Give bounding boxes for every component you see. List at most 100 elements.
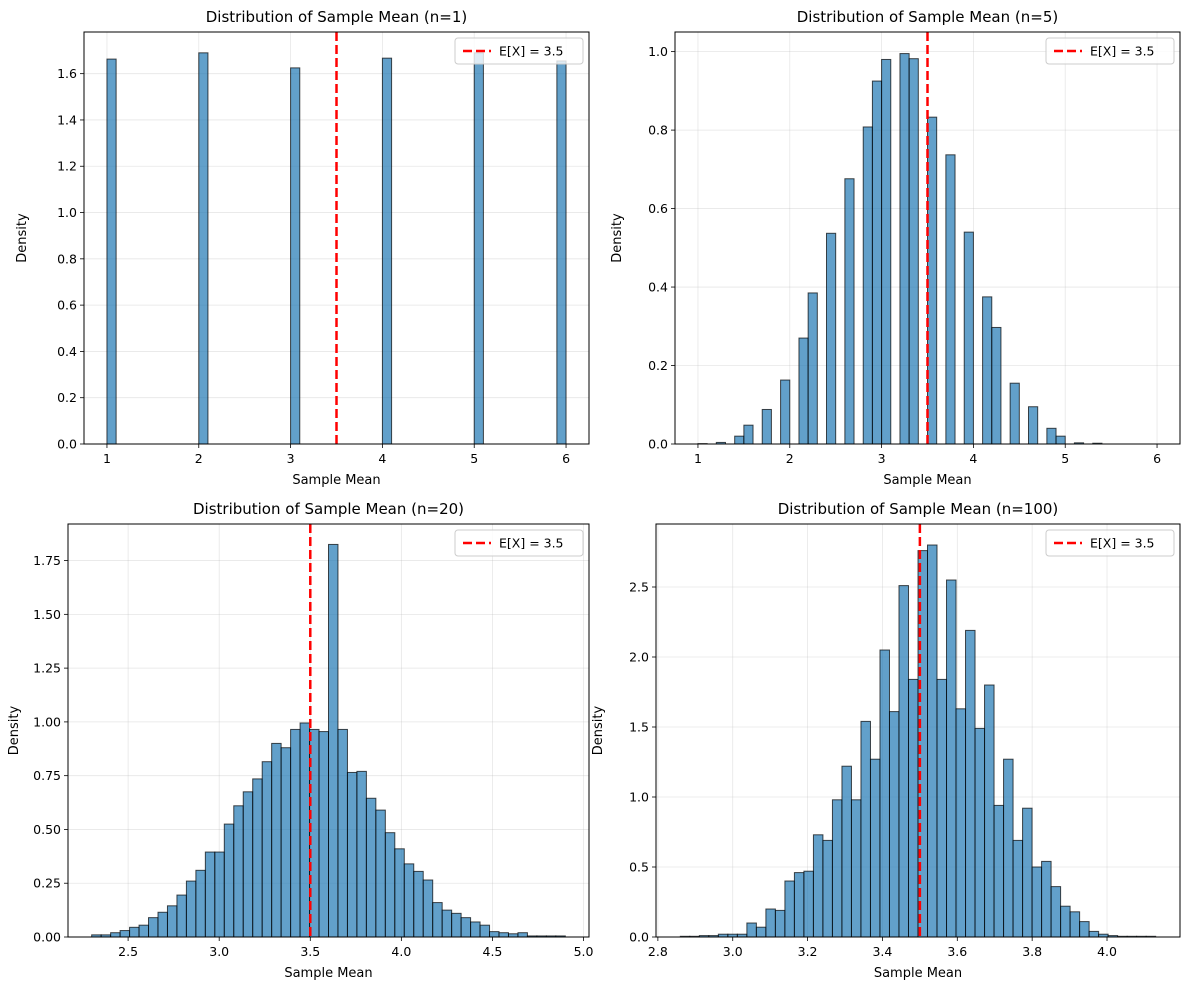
histogram-bar xyxy=(451,912,462,938)
histogram-bar xyxy=(765,908,776,938)
histogram-bar xyxy=(166,905,178,938)
histogram-bar xyxy=(422,879,434,938)
chart-title: Distribution of Sample Mean (n=20) xyxy=(193,500,464,518)
histogram-bar xyxy=(807,292,818,445)
y-tick-label: 0.00 xyxy=(33,930,61,945)
x-tick-label: 6 xyxy=(562,451,570,466)
x-tick-label: 3 xyxy=(878,451,886,466)
histogram-bar xyxy=(965,629,976,938)
histogram-bar xyxy=(1069,911,1081,938)
axes-frame xyxy=(67,523,590,938)
y-axis-label: Density xyxy=(591,705,606,755)
x-tick-label: 6 xyxy=(1153,451,1161,466)
x-tick-label: 3.0 xyxy=(723,944,743,959)
legend-label: E[X] = 3.5 xyxy=(499,44,564,59)
histogram-bar xyxy=(138,924,150,938)
histogram-bar xyxy=(185,880,197,938)
histogram-bar xyxy=(798,337,809,445)
histogram-bar xyxy=(1031,866,1043,938)
legend-label: E[X] = 3.5 xyxy=(1090,44,1155,59)
panel-n20: 2.5 3.0 3.5 4.0 4.5 5.0 0.00 0.25 0.50 0.75 1.00 1.… xyxy=(7,500,594,981)
histogram-bar xyxy=(337,728,348,938)
histogram-bar xyxy=(844,178,855,445)
y-tick-label: 0.2 xyxy=(648,358,668,373)
histogram-bar xyxy=(1046,427,1057,445)
chart-title: Distribution of Sample Mean (n=5) xyxy=(797,8,1058,26)
histogram-bar xyxy=(280,747,292,938)
histogram-bar xyxy=(556,60,567,445)
histogram-bar xyxy=(346,771,358,938)
histogram-bar xyxy=(318,731,330,938)
histogram-bar xyxy=(489,931,500,938)
histogram-bar xyxy=(982,296,993,445)
y-tick-label: 0.0 xyxy=(629,930,649,945)
histogram-bar xyxy=(734,435,745,445)
x-tick-label: 3.0 xyxy=(209,944,229,959)
histogram-bar xyxy=(517,932,528,938)
legend-label: E[X] = 3.5 xyxy=(499,536,564,551)
y-tick-label: 0.4 xyxy=(648,280,668,295)
legend-box xyxy=(454,529,584,557)
x-axis-label: Sample Mean xyxy=(292,473,380,488)
histogram-bar xyxy=(946,579,957,938)
histogram-bar xyxy=(498,932,509,938)
axes-frame xyxy=(83,31,590,445)
histogram-bar xyxy=(473,52,484,445)
histogram-bar xyxy=(441,909,453,938)
x-tick-label: 3.5 xyxy=(300,944,320,959)
x-tick-label: 2.5 xyxy=(118,944,138,959)
histogram-bar xyxy=(299,722,311,938)
histogram-bar xyxy=(356,770,367,938)
histogram-bar xyxy=(176,894,187,938)
x-tick-label: 4.5 xyxy=(483,944,503,959)
x-tick-label: 4 xyxy=(969,451,977,466)
y-tick-label: 0.6 xyxy=(57,298,77,313)
legend: E[X] = 3.5 xyxy=(454,37,584,65)
histogram-bar xyxy=(908,58,919,445)
histogram-bar xyxy=(242,791,254,938)
histogram-bar xyxy=(907,678,919,938)
histogram-bar xyxy=(822,839,833,938)
axes-frame xyxy=(655,523,1181,938)
histogram-bar xyxy=(860,720,871,938)
histogram-bar xyxy=(403,863,415,938)
histogram-bar xyxy=(328,543,339,938)
histogram-bar xyxy=(148,917,159,938)
x-tick-label: 2 xyxy=(195,451,203,466)
histogram-bar xyxy=(743,424,754,445)
x-tick-label: 2 xyxy=(786,451,794,466)
histogram-bar xyxy=(271,742,282,938)
histogram-bar xyxy=(879,649,890,938)
histogram-bar xyxy=(195,869,206,938)
y-axis-label: Density xyxy=(610,213,625,263)
histogram-bar xyxy=(290,728,301,938)
panel-n1: 1 2 3 4 5 6 0.0 0.2 0.4 0.6 0.8 1.0 1.2 1.4 1.6 Distrib… xyxy=(15,8,590,488)
histogram-bar xyxy=(460,917,472,938)
y-tick-label: 1.25 xyxy=(33,661,61,676)
y-tick-label: 0.4 xyxy=(57,344,77,359)
y-tick-label: 2.5 xyxy=(629,580,649,595)
histogram-bar xyxy=(261,761,273,938)
legend: E[X] = 3.5 xyxy=(1045,529,1175,557)
x-tick-label: 3.8 xyxy=(1022,944,1042,959)
histogram-bar xyxy=(1055,435,1066,445)
x-tick-label: 4.0 xyxy=(1097,944,1117,959)
y-tick-label: 0.2 xyxy=(57,390,77,405)
x-tick-label: 4.0 xyxy=(391,944,411,959)
histogram-bar xyxy=(984,684,995,938)
x-axis-label: Sample Mean xyxy=(883,473,971,488)
y-tick-label: 2.0 xyxy=(629,650,649,665)
histogram-bar xyxy=(955,708,967,938)
y-tick-label: 1.0 xyxy=(648,44,668,59)
x-tick-label: 5 xyxy=(470,451,478,466)
histogram-bar xyxy=(394,848,405,938)
y-tick-label: 0.25 xyxy=(33,876,61,891)
histogram-bar xyxy=(850,799,862,938)
x-tick-label: 1 xyxy=(694,451,702,466)
x-tick-label: 2.8 xyxy=(648,944,668,959)
x-axis-label: Sample Mean xyxy=(874,966,962,981)
histogram-bar xyxy=(252,778,263,938)
histogram-bar xyxy=(1012,839,1024,938)
histogram-bar xyxy=(375,809,386,938)
